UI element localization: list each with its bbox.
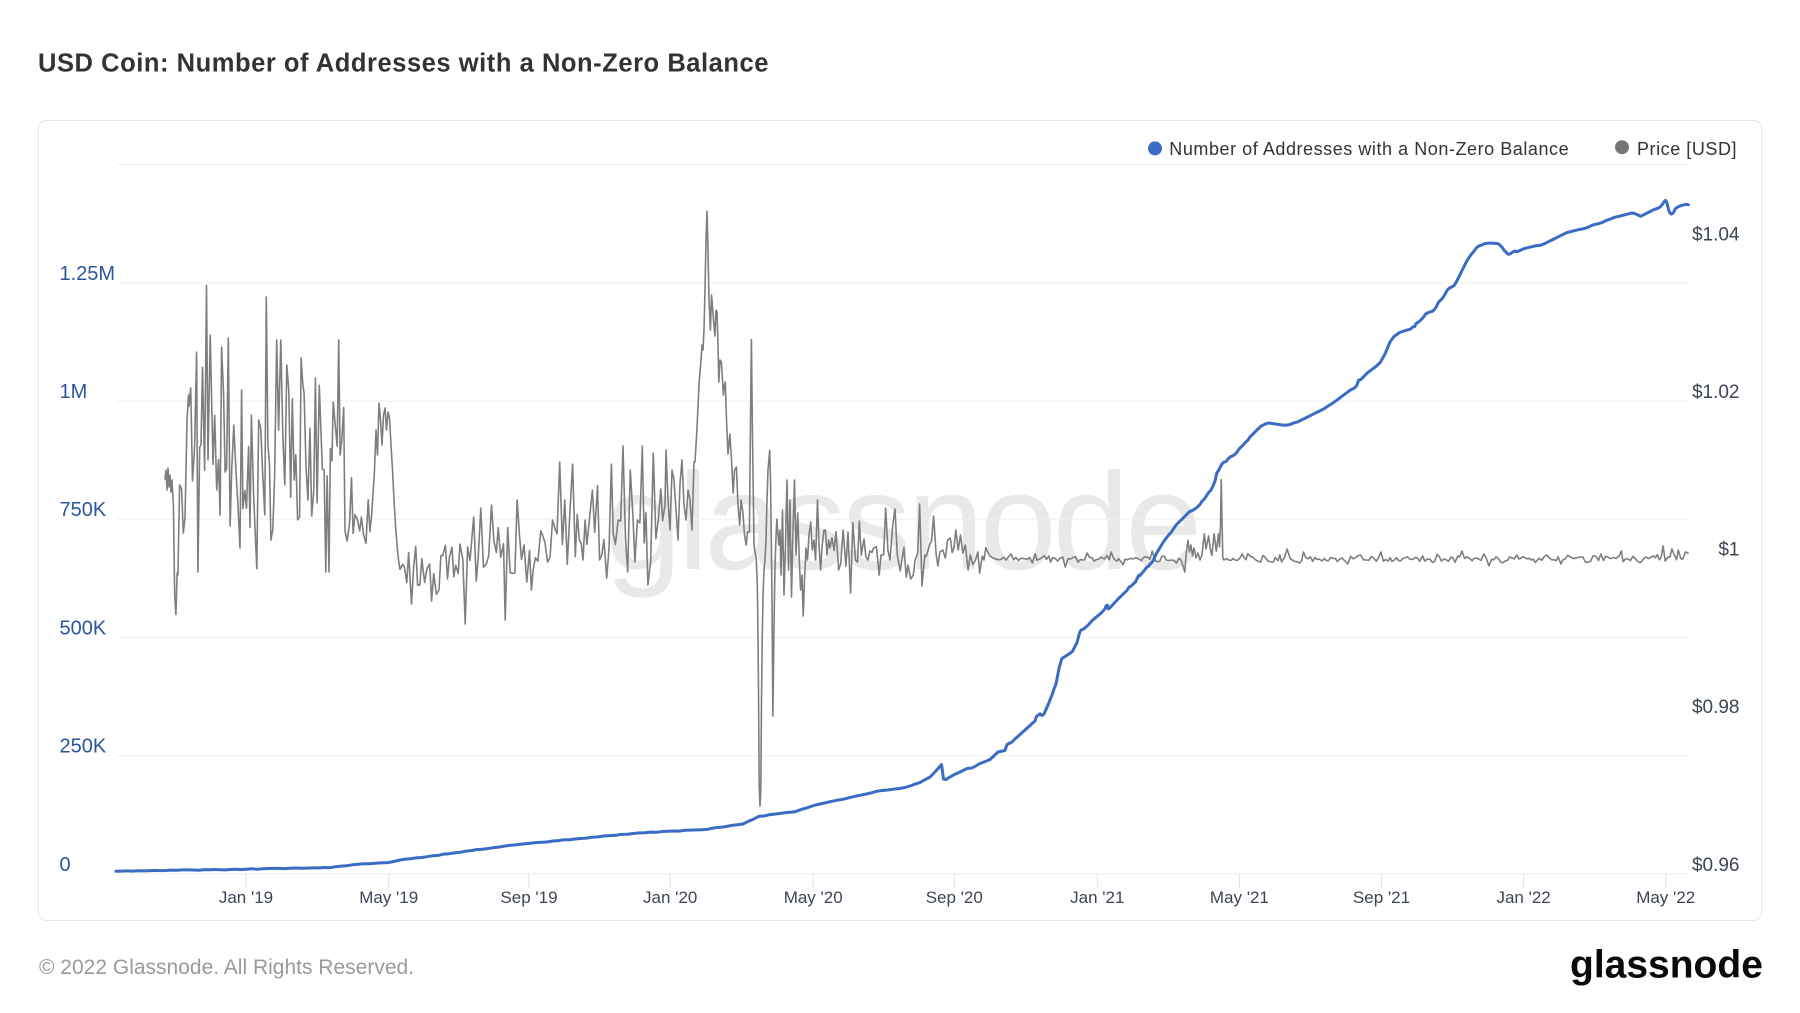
svg-text:Jan '21: Jan '21 bbox=[1070, 888, 1124, 907]
svg-text:USD Coin: Number of Addresses: USD Coin: Number of Addresses with a Non… bbox=[38, 50, 769, 78]
svg-text:Sep '21: Sep '21 bbox=[1353, 888, 1410, 907]
svg-text:$0.98: $0.98 bbox=[1692, 697, 1740, 718]
svg-text:0: 0 bbox=[60, 854, 71, 876]
svg-text:Sep '20: Sep '20 bbox=[926, 888, 983, 907]
svg-text:May '19: May '19 bbox=[359, 888, 418, 907]
svg-text:© 2022 Glassnode. All Rights R: © 2022 Glassnode. All Rights Reserved. bbox=[39, 956, 414, 979]
svg-text:glassnode: glassnode bbox=[1570, 944, 1763, 987]
svg-text:glassnode: glassnode bbox=[605, 445, 1198, 599]
svg-text:1M: 1M bbox=[60, 381, 88, 403]
svg-text:500K: 500K bbox=[60, 617, 107, 639]
svg-text:Jan '19: Jan '19 bbox=[219, 888, 273, 907]
svg-text:Sep '19: Sep '19 bbox=[500, 888, 557, 907]
svg-text:Jan '20: Jan '20 bbox=[643, 888, 697, 907]
svg-text:May '22: May '22 bbox=[1636, 888, 1695, 907]
svg-text:250K: 250K bbox=[60, 736, 107, 758]
svg-text:$1.02: $1.02 bbox=[1692, 382, 1740, 403]
svg-text:1.25M: 1.25M bbox=[60, 263, 116, 285]
svg-text:750K: 750K bbox=[60, 499, 107, 521]
svg-text:May '21: May '21 bbox=[1210, 888, 1269, 907]
svg-text:Jan '22: Jan '22 bbox=[1496, 888, 1550, 907]
svg-text:$1.04: $1.04 bbox=[1692, 224, 1740, 245]
svg-text:Number of Addresses with a Non: Number of Addresses with a Non-Zero Bala… bbox=[1169, 139, 1569, 159]
svg-text:Price [USD]: Price [USD] bbox=[1637, 139, 1737, 159]
svg-text:$1: $1 bbox=[1718, 540, 1739, 561]
svg-text:May '20: May '20 bbox=[784, 888, 843, 907]
svg-text:$0.96: $0.96 bbox=[1692, 855, 1740, 876]
